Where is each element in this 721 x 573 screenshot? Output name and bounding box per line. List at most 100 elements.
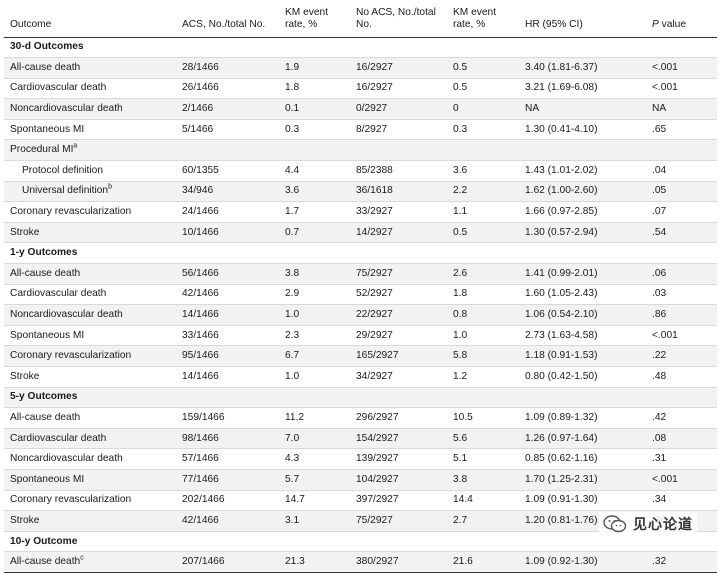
acs-cell: 98/1466 (182, 432, 219, 444)
table-row: Stroke 14/1466 1.0 34/2927 1.2 0.80 (0.42-1.5… (4, 366, 717, 388)
no-acs-cell (350, 37, 447, 58)
acs-cell: 14/1466 (182, 370, 219, 382)
p-value-cell: .86 (652, 309, 667, 321)
hr-cell: 1.18 (0.91-1.53) (525, 350, 598, 362)
km-rate-no-acs-cell: 1.1 (453, 206, 468, 218)
table-row: Coronary revascularization 202/1466 14.7 39… (4, 490, 717, 511)
km-rate-acs-cell: 3.6 (285, 185, 300, 197)
km-rate-acs-cell: 1.7 (285, 206, 300, 218)
p-value-cell (646, 387, 717, 408)
footnote-marker: b (108, 184, 112, 192)
km-rate-acs-cell (279, 531, 350, 552)
outcome-text: 5-y Outcomes (10, 391, 78, 403)
table-row: Stroke 10/1466 0.7 14/2927 0.5 1.30 (0.57-2.9… (4, 222, 717, 243)
no-acs-cell: 0/2927 (356, 103, 388, 115)
km-rate-no-acs-cell: 5.8 (453, 350, 468, 362)
km-rate-acs-cell: 2.3 (285, 329, 300, 341)
header-acs: ACS, No./total No. (182, 18, 266, 30)
hr-cell (519, 387, 646, 408)
acs-cell: 33/1466 (182, 329, 219, 341)
hr-cell: 1.70 (1.25-2.31) (525, 473, 598, 485)
acs-cell: 159/1466 (182, 411, 225, 423)
no-acs-cell (350, 387, 447, 408)
no-acs-cell: 29/2927 (356, 329, 393, 341)
section-label: 10-y Outcome (4, 531, 176, 552)
outcome-text: Stroke (10, 514, 40, 526)
no-acs-cell: 34/2927 (356, 370, 393, 382)
footnote-marker: c (80, 554, 84, 562)
table-row: All-cause death 28/1466 1.9 16/2927 0.5 3.40 … (4, 57, 717, 79)
km-rate-no-acs-cell: 14.4 (453, 494, 473, 506)
table-row: Spontaneous MI 5/1466 0.3 8/2927 0.3 1.30 (0.… (4, 119, 717, 140)
no-acs-cell (350, 243, 447, 264)
hr-cell: 1.09 (0.91-1.30) (525, 494, 598, 506)
outcome-text: Cardiovascular death (10, 288, 107, 300)
hr-cell: 1.62 (1.00-2.60) (525, 185, 598, 197)
km-rate-acs-cell: 11.2 (285, 411, 305, 423)
acs-cell: 95/1466 (182, 350, 219, 362)
hr-cell: 1.43 (1.01-2.02) (525, 164, 598, 176)
no-acs-cell: 165/2927 (356, 350, 399, 362)
km-rate-no-acs-cell (447, 140, 519, 161)
acs-cell: 24/1466 (182, 206, 219, 218)
hr-cell (519, 37, 646, 58)
header-km-rate-acs: KM event rate, % (285, 6, 329, 30)
km-rate-no-acs-cell: 0 (453, 103, 459, 115)
outcome-text: Noncardiovascular death (10, 453, 123, 465)
hr-cell: 0.85 (0.62-1.16) (525, 453, 598, 465)
p-value-cell: <.001 (652, 82, 678, 94)
table-row: Cardiovascular death 26/1466 1.8 16/2927 0.5… (4, 78, 717, 99)
km-rate-acs-cell: 1.8 (285, 82, 300, 94)
header-no-acs: No ACS, No./total No. (356, 6, 436, 30)
km-rate-no-acs-cell: 3.8 (453, 473, 468, 485)
header-hr: HR (95% CI) (525, 18, 583, 30)
p-value-cell: .08 (652, 432, 667, 444)
table-row: Procedural MIa (4, 139, 717, 161)
km-rate-acs-cell: 4.3 (285, 453, 300, 465)
km-rate-no-acs-cell: 0.5 (453, 61, 468, 73)
outcome-text: 30-d Outcomes (10, 41, 84, 53)
km-rate-no-acs-cell (447, 531, 519, 552)
p-value-cell: .34 (652, 494, 667, 506)
hr-cell: 0.80 (0.42-1.50) (525, 370, 598, 382)
no-acs-cell: 52/2927 (356, 288, 393, 300)
km-rate-no-acs-cell: 5.1 (453, 453, 468, 465)
p-value-cell: .04 (652, 164, 667, 176)
no-acs-cell: 154/2927 (356, 432, 399, 444)
km-rate-acs-cell: 3.8 (285, 267, 300, 279)
acs-cell: 2/1466 (182, 103, 214, 115)
table-row: Stroke 42/1466 3.1 75/2927 2.7 1.20 (0.81-1.7… (4, 510, 717, 532)
km-rate-no-acs-cell (447, 243, 519, 264)
hr-cell (519, 243, 646, 264)
hr-cell: 3.40 (1.81-6.37) (525, 61, 598, 73)
section-label: 5-y Outcomes (4, 387, 176, 408)
acs-cell: 202/1466 (182, 494, 225, 506)
outcome-text: Spontaneous MI (10, 473, 85, 485)
p-value-cell (646, 37, 717, 58)
km-rate-no-acs-cell (447, 387, 519, 408)
outcome-label: Cardiovascular death (4, 78, 176, 99)
km-rate-acs-cell (279, 243, 350, 264)
header-p-rest: value (658, 18, 686, 30)
p-value-cell: .54 (652, 226, 667, 238)
outcome-text: Cardiovascular death (10, 82, 107, 94)
acs-cell (176, 243, 279, 264)
hr-cell: 3.21 (1.69-6.08) (525, 82, 598, 94)
outcome-label: Coronary revascularization (4, 346, 176, 367)
km-rate-no-acs-cell: 0.3 (453, 123, 468, 135)
table-header-row: Outcome ACS, No./total No. KM event rate… (4, 4, 717, 37)
outcome-label: Coronary revascularization (4, 490, 176, 511)
no-acs-cell: 397/2927 (356, 494, 399, 506)
table-row: Cardiovascular death 98/1466 7.0 154/2927 5.… (4, 428, 717, 449)
outcome-text: Spontaneous MI (10, 329, 85, 341)
outcome-label: All-cause deathc (4, 552, 176, 573)
no-acs-cell (350, 531, 447, 552)
acs-cell: 34/946 (182, 185, 214, 197)
hr-cell: 1.06 (0.54-2.10) (525, 309, 598, 321)
table-row: Protocol definition 60/1355 4.4 85/2388 3.6 1… (4, 160, 717, 182)
outcomes-table: Outcome ACS, No./total No. KM event rate… (4, 4, 717, 573)
table-row: Noncardiovascular death 2/1466 0.1 0/2927 0 N… (4, 98, 717, 120)
no-acs-cell: 380/2927 (356, 556, 399, 568)
outcome-label: Protocol definition (4, 161, 176, 182)
acs-cell: 42/1466 (182, 514, 219, 526)
